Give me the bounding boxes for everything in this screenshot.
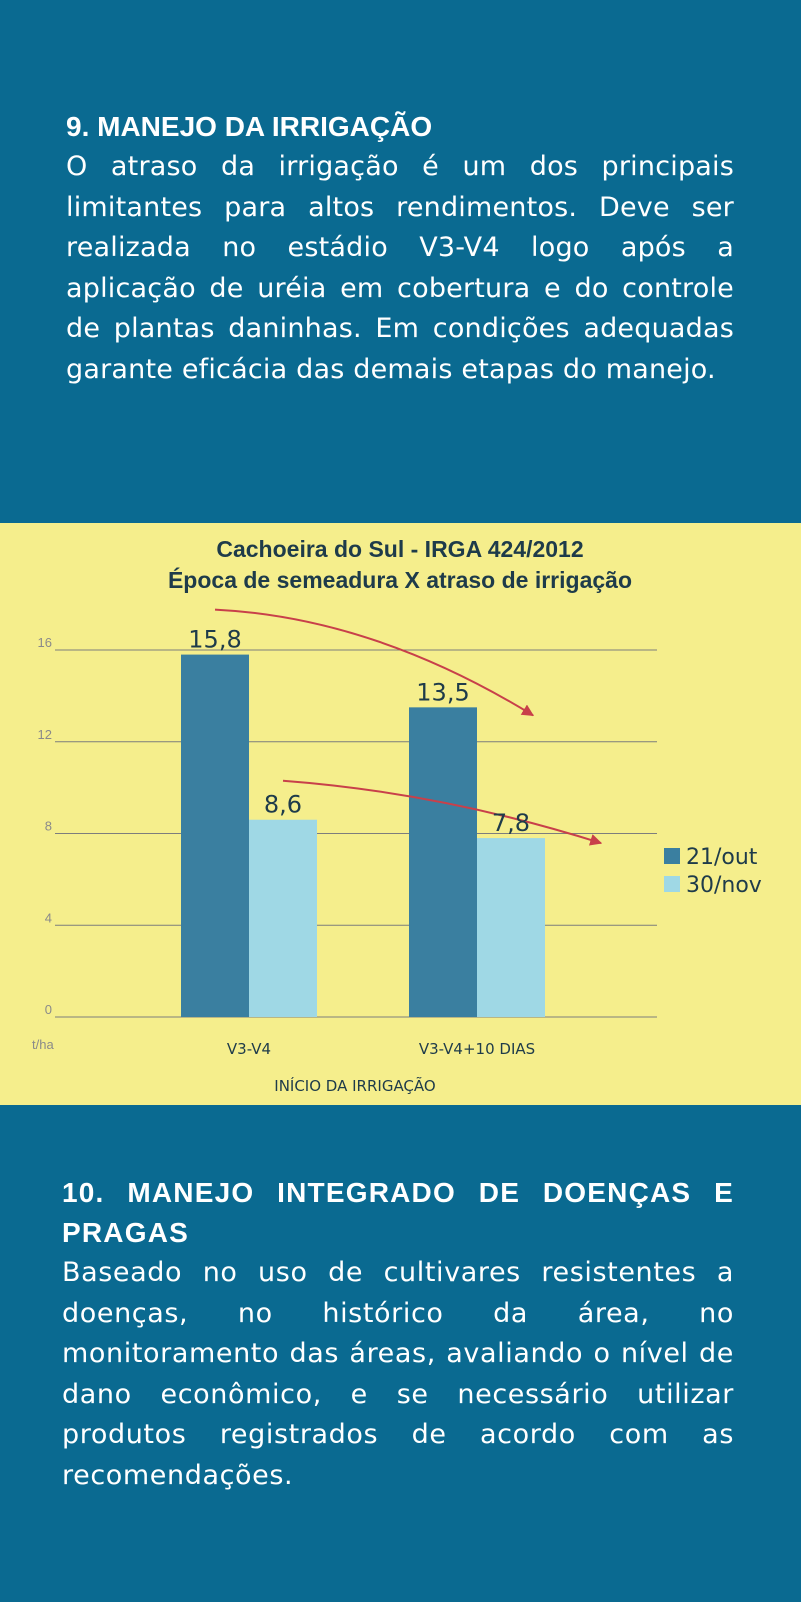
legend-swatch [664, 848, 680, 864]
y-tick-label: 8 [45, 819, 52, 834]
y-tick-label: 0 [45, 1002, 52, 1017]
trend-arrow [282, 779, 603, 846]
y-tick-label: 12 [38, 727, 52, 742]
x-tick-label: V3-V4+10 DIAS [419, 1040, 535, 1058]
chart-panel: Cachoeira do Sul - IRGA 424/2012 Época d… [0, 523, 801, 1105]
bar [181, 654, 249, 1017]
chart-subtitle: Época de semeadura X atraso de irrigação [168, 566, 632, 593]
x-tick-label: V3-V4 [227, 1040, 271, 1058]
section-body: Baseado no uso de cultivares resistentes… [62, 1257, 734, 1491]
legend-label: 21/out [686, 845, 758, 870]
legend-label: 30/nov [686, 873, 762, 898]
section-body: O atraso da irrigação é um dos principai… [66, 151, 734, 385]
y-tick-label: 16 [38, 635, 52, 650]
chart-title: Cachoeira do Sul - IRGA 424/2012 [216, 536, 583, 562]
section-irrigation: 9. MANEJO DA IRRIGAÇÃO O atraso da irrig… [66, 107, 734, 391]
trend-arrow [214, 608, 535, 717]
x-axis-title: INÍCIO DA IRRIGAÇÃO [274, 1076, 435, 1095]
y-axis-unit: t/ha [32, 1037, 54, 1052]
bar [249, 819, 317, 1017]
section-title: 10. MANEJO INTEGRADO DE DOENÇAS E PRAGAS [62, 1177, 734, 1248]
data-label: 8,6 [264, 791, 302, 819]
bar [409, 707, 477, 1017]
y-tick-label: 4 [45, 910, 52, 925]
section-title: 9. MANEJO DA IRRIGAÇÃO [66, 111, 433, 142]
data-label: 13,5 [416, 678, 469, 706]
data-label: 7,8 [492, 809, 530, 837]
section-pest-management: 10. MANEJO INTEGRADO DE DOENÇAS E PRAGAS… [62, 1173, 734, 1497]
legend-swatch [664, 876, 680, 892]
bar [477, 838, 545, 1017]
data-label: 15,8 [188, 626, 241, 654]
bar-chart: Cachoeira do Sul - IRGA 424/2012 Época d… [32, 536, 762, 1095]
